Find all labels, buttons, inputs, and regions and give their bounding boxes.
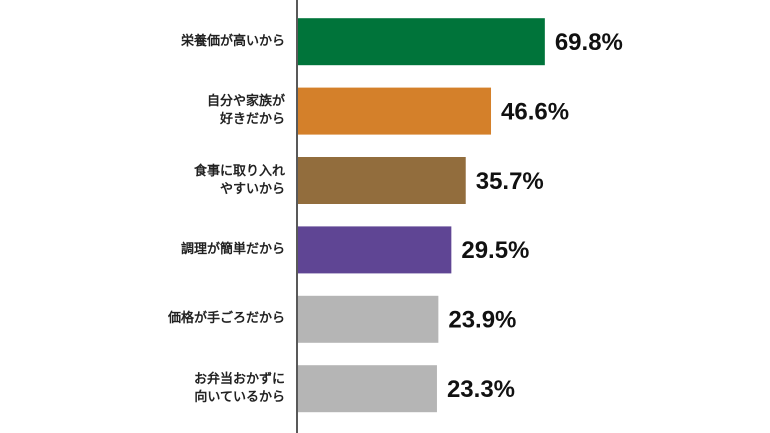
value-label: 23.3% (447, 376, 515, 403)
category-label: 調理が簡単だから (180, 241, 285, 257)
bar (298, 157, 466, 204)
bar (298, 365, 437, 413)
bar (298, 295, 439, 343)
bar (298, 87, 492, 135)
value-label: 46.6% (501, 98, 569, 125)
value-label: 23.9% (448, 307, 516, 334)
value-label: 35.7% (476, 168, 544, 195)
bar (298, 226, 452, 274)
category-label: 栄養価が高いから (180, 33, 285, 49)
category-label: お弁当おかずに 向いているから (193, 371, 285, 405)
value-label: 69.8% (555, 29, 623, 56)
category-label: 食事に取り入れ やすいから (193, 163, 285, 197)
value-label: 29.5% (461, 237, 529, 264)
bar (298, 18, 545, 66)
category-label: 自分や家族が 好きだから (206, 94, 285, 128)
category-label: 価格が手ごろだから (167, 311, 285, 327)
